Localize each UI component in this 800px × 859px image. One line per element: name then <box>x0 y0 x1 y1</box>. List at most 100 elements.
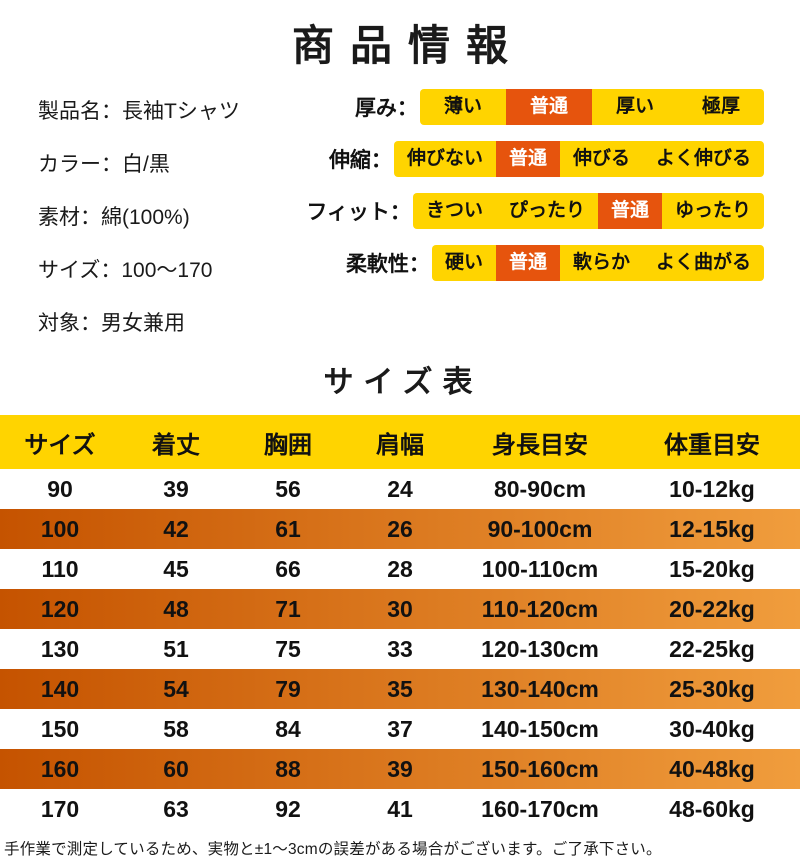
size-table-title: サイズ表 <box>323 366 483 399</box>
table-cell: 37 <box>387 715 413 742</box>
table-cell: 150 <box>40 715 80 742</box>
table-cell: 39 <box>387 755 413 782</box>
table-cell: 140 <box>40 675 80 702</box>
table-cell: 10-12kg <box>669 475 755 502</box>
table-row: 170 63 92 41 160-170cm 48-60kg <box>0 789 800 829</box>
table-cell: 120 <box>40 595 80 622</box>
column-header: サイズ <box>24 431 96 459</box>
scale-option: よく伸びる <box>655 148 751 169</box>
table-cell: 35 <box>387 675 413 702</box>
table-cell: 150-160cm <box>481 755 599 782</box>
table-row: 120 48 71 30 110-120cm 20-22kg <box>0 589 800 629</box>
scale-option: 軟らか <box>572 252 630 273</box>
table-cell: 84 <box>275 715 301 742</box>
table-cell: 48 <box>163 595 189 622</box>
table-row: 110 45 66 28 100-110cm 15-20kg <box>0 549 800 589</box>
scale-bar: 硬い 普通 軟らか よく曲がる <box>431 245 764 281</box>
scale-label: 柔軟性： <box>345 253 430 276</box>
table-row: 160 60 88 39 150-160cm 40-48kg <box>0 749 800 789</box>
scale-option: よく曲がる <box>655 252 751 273</box>
column-header: 身長目安 <box>492 431 588 459</box>
spec-item-target: 対象：男女兼用 <box>38 312 185 335</box>
table-cell: 25-30kg <box>669 675 755 702</box>
product-info-page: 商品情報 製品名：長袖Tシャツ カラー：白/黒 素材：綿(100%) サイズ：1… <box>0 22 800 858</box>
attribute-scales: 厚み： 薄い 普通 厚い 極厚 伸縮： 伸びない 普通 伸びる よく伸びる フィット： きつい ぴったり… <box>306 87 800 337</box>
scale-option: 伸びない <box>406 148 483 169</box>
table-cell: 110-120cm <box>481 595 599 622</box>
table-cell: 90-100cm <box>487 515 593 542</box>
table-cell: 42 <box>163 515 189 542</box>
table-row: 140 54 79 35 130-140cm 25-30kg <box>0 669 800 709</box>
table-cell: 15-20kg <box>669 555 755 582</box>
table-cell: 30-40kg <box>669 715 755 742</box>
table-cell: 30 <box>387 595 413 622</box>
size-table-header-row: サイズ 着丈 胸囲 肩幅 身長目安 体重目安 <box>0 415 800 469</box>
table-cell: 61 <box>275 515 301 542</box>
table-cell: 28 <box>387 555 413 582</box>
scale-row: 柔軟性： 硬い 普通 軟らか よく曲がる <box>346 245 764 281</box>
column-header: 着丈 <box>152 431 200 459</box>
table-row: 130 51 75 33 120-130cm 22-25kg <box>0 629 800 669</box>
scale-option: きつい <box>425 200 483 221</box>
size-table-body: 90 39 56 24 80-90cm 10-12kg 100 42 61 26 90-100cm 1… <box>0 469 800 829</box>
table-cell: 20-22kg <box>669 595 755 622</box>
scale-row: 厚み： 薄い 普通 厚い 極厚 <box>355 89 764 125</box>
spec-list: 製品名：長袖Tシャツ カラー：白/黒 素材：綿(100%) サイズ：100〜17… <box>38 87 306 337</box>
scale-option-selected: 普通 <box>495 245 560 281</box>
scale-option: 伸びる <box>572 148 630 169</box>
table-cell: 88 <box>275 755 301 782</box>
scale-row: フィット： きつい ぴったり 普通 ゆったり <box>306 193 764 229</box>
table-cell: 140-150cm <box>481 715 599 742</box>
table-cell: 120-130cm <box>481 635 599 662</box>
table-cell: 66 <box>275 555 301 582</box>
column-header: 体重目安 <box>664 431 760 459</box>
scale-bar: 伸びない 普通 伸びる よく伸びる <box>393 141 764 177</box>
footer-note: 手作業で測定しているため、実物と±1〜3cmの誤差がある場合がございます。ご了承… <box>4 841 662 858</box>
scale-label: フィット： <box>306 201 411 224</box>
scale-option: 厚い <box>615 96 654 117</box>
table-cell: 26 <box>387 515 413 542</box>
table-cell: 51 <box>163 635 189 662</box>
table-cell: 54 <box>163 675 189 702</box>
table-cell: 39 <box>163 475 189 502</box>
scale-row: 伸縮： 伸びない 普通 伸びる よく伸びる <box>329 141 764 177</box>
scale-label: 厚み： <box>354 97 418 120</box>
table-cell: 160 <box>40 755 80 782</box>
size-table: サイズ 着丈 胸囲 肩幅 身長目安 体重目安 90 39 56 24 80-90cm 10-12kg… <box>0 415 800 829</box>
table-cell: 40-48kg <box>669 755 755 782</box>
table-cell: 24 <box>387 475 413 502</box>
table-cell: 45 <box>163 555 189 582</box>
table-cell: 90 <box>47 475 73 502</box>
scale-option: ゆったり <box>674 200 751 221</box>
scale-bar: 薄い 普通 厚い 極厚 <box>419 89 764 125</box>
table-cell: 56 <box>275 475 301 502</box>
table-cell: 110 <box>41 555 79 582</box>
table-cell: 100 <box>40 515 80 542</box>
page-title: 商品情報 <box>291 22 524 69</box>
table-row: 150 58 84 37 140-150cm 30-40kg <box>0 709 800 749</box>
scale-option-selected: 普通 <box>597 193 662 229</box>
scale-option: 薄い <box>443 96 482 117</box>
table-cell: 80-90cm <box>493 475 587 502</box>
scale-option-selected: 普通 <box>505 89 592 125</box>
scale-label: 伸縮： <box>328 149 392 172</box>
table-cell: 79 <box>275 675 301 702</box>
table-cell: 75 <box>275 635 301 662</box>
spec-item-color: カラー：白/黒 <box>38 153 170 176</box>
table-cell: 33 <box>387 635 413 662</box>
table-cell: 71 <box>275 595 301 622</box>
table-cell: 22-25kg <box>669 635 755 662</box>
table-cell: 130-140cm <box>481 675 599 702</box>
table-cell: 58 <box>163 715 189 742</box>
spec-item-size-range: サイズ：100〜170 <box>38 259 213 282</box>
table-row: 100 42 61 26 90-100cm 12-15kg <box>0 509 800 549</box>
table-row: 90 39 56 24 80-90cm 10-12kg <box>0 469 800 509</box>
column-header: 肩幅 <box>376 431 424 459</box>
scale-option: ぴったり <box>508 200 585 221</box>
spec-item-material: 素材：綿(100%) <box>38 206 190 229</box>
top-section: 製品名：長袖Tシャツ カラー：白/黒 素材：綿(100%) サイズ：100〜17… <box>0 87 800 337</box>
scale-option: 極厚 <box>701 96 740 117</box>
table-cell: 60 <box>163 755 189 782</box>
scale-bar: きつい ぴったり 普通 ゆったり <box>412 193 764 229</box>
table-cell: 12-15kg <box>669 515 755 542</box>
